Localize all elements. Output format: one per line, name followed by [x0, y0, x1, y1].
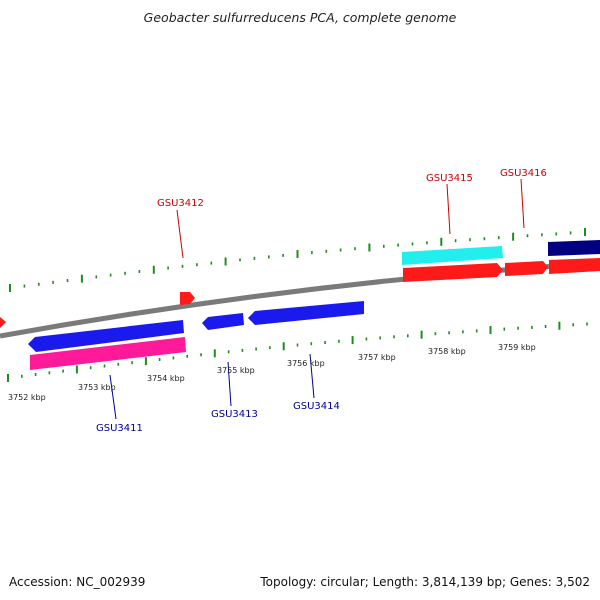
topology-summary: Topology: circular; Length: 3,814,139 bp…	[260, 575, 590, 589]
scale-label-3757: 3757 kbp	[358, 353, 396, 362]
gene-label-gsu3415: GSU3415	[426, 173, 473, 184]
scale-label-3759: 3759 kbp	[498, 343, 536, 352]
gene-feature-gsu3415-red	[403, 263, 503, 282]
gene-label-gsu3414: GSU3414	[293, 401, 340, 412]
accession-label: Accession: NC_002939	[9, 575, 146, 589]
scale-label-3754: 3754 kbp	[147, 374, 185, 383]
gene-feature-gsu3415-cyan	[402, 246, 503, 265]
inner-tick-track	[7, 321, 588, 382]
gene-feature-gsu3416-red	[505, 261, 548, 276]
gene-feature-gsu3413	[202, 313, 244, 330]
gene-label-gsu3411: GSU3411	[96, 423, 143, 434]
scale-label-3756: 3756 kbp	[287, 359, 325, 368]
gene-feature-gsu3411-blue	[28, 320, 184, 352]
leader-line-gsu3413	[227, 361, 232, 407]
scale-label-3753: 3753 kbp	[78, 383, 116, 392]
leader-line-gsu3412	[176, 209, 184, 259]
gene-label-gsu3412: GSU3412	[157, 198, 204, 209]
outer-tick-track	[9, 228, 586, 292]
gene-feature-gsu3411-upstream	[0, 317, 6, 328]
scale-label-3758: 3758 kbp	[428, 347, 466, 356]
gene-feature-next-navy	[548, 240, 600, 256]
gene-label-gsu3413: GSU3413	[211, 409, 258, 420]
gene-label-gsu3416: GSU3416	[500, 168, 547, 179]
leader-line-gsu3411	[109, 374, 117, 420]
scale-label-3752: 3752 kbp	[8, 393, 46, 402]
scale-label-3755: 3755 kbp	[217, 366, 255, 375]
leader-line-gsu3414	[309, 353, 315, 399]
gene-feature-next-red	[549, 258, 600, 274]
gene-feature-gsu3414	[248, 301, 364, 325]
gene-feature-gsu3411-pink	[30, 337, 186, 370]
leader-line-gsu3416	[520, 178, 525, 229]
leader-line-gsu3415	[446, 183, 451, 235]
map-title: Geobacter sulfurreducens PCA, complete g…	[143, 10, 457, 25]
gene-feature-gsu3412	[180, 292, 195, 305]
